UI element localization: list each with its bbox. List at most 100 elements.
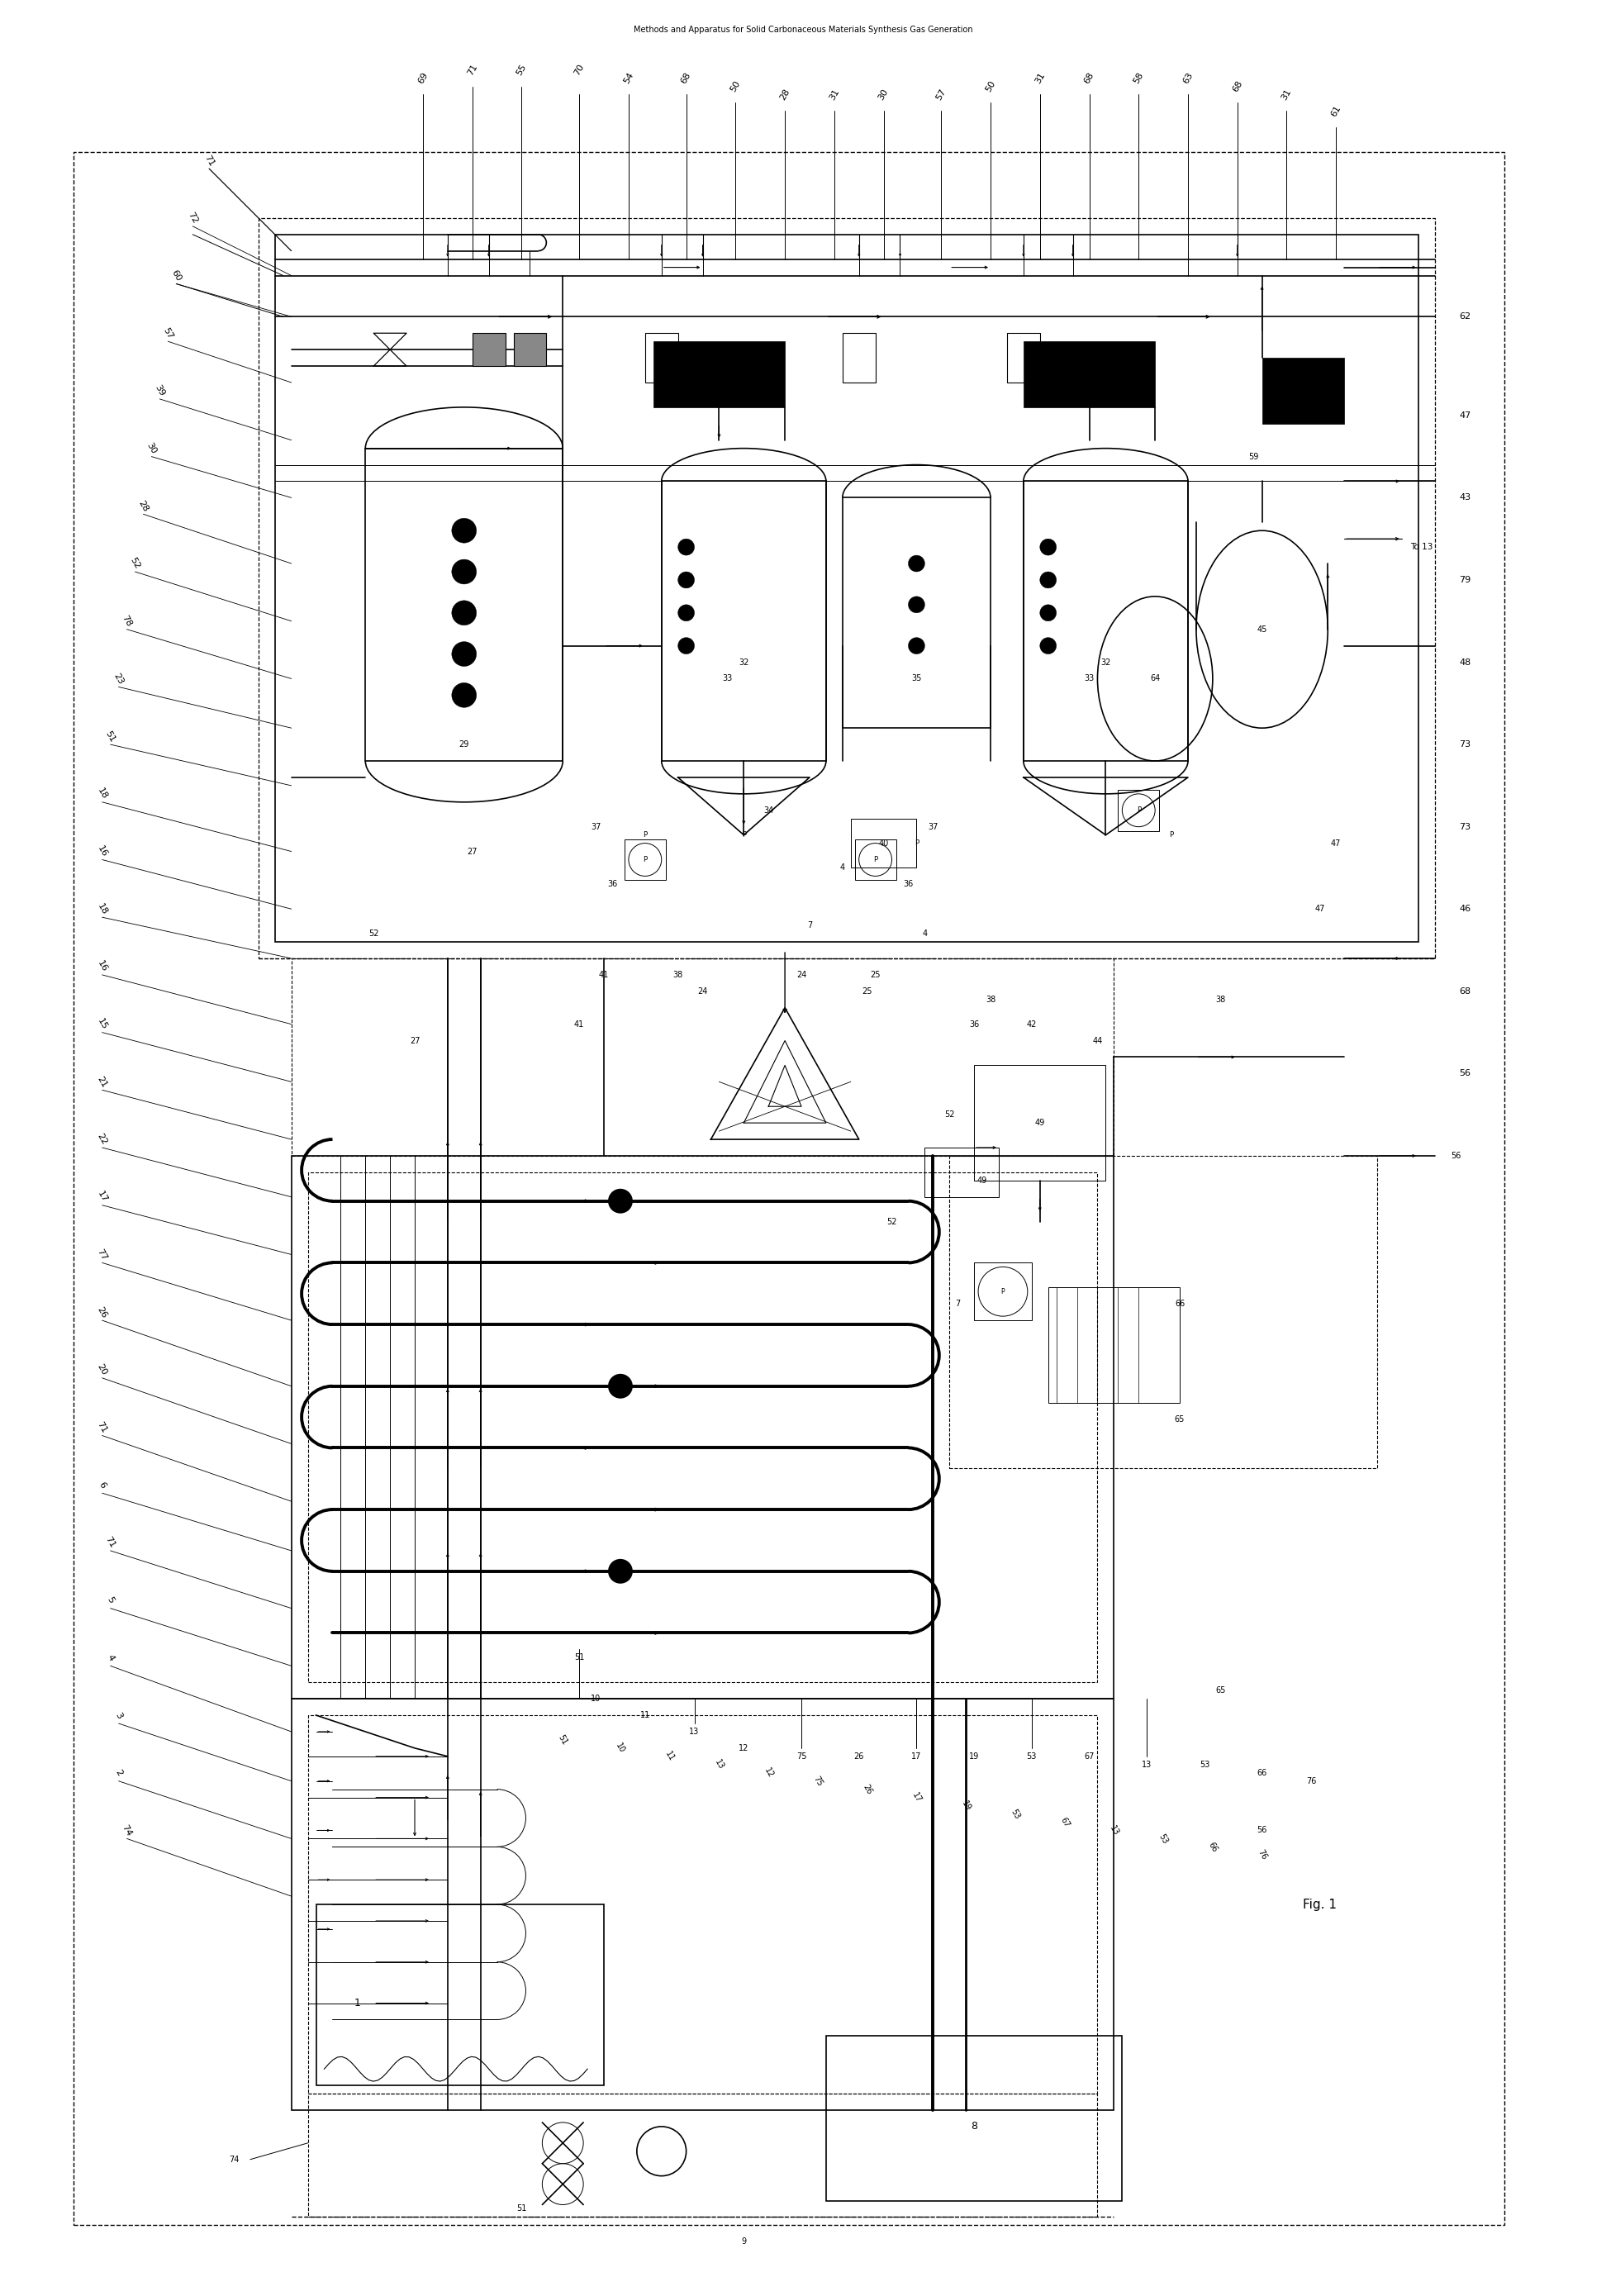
Text: 7: 7: [806, 921, 813, 930]
Text: 31: 31: [1033, 71, 1047, 85]
Text: 34: 34: [763, 806, 774, 815]
Text: 74: 74: [120, 1823, 133, 1837]
Text: P: P: [642, 831, 647, 838]
Text: 7: 7: [956, 1300, 960, 1309]
Text: 4: 4: [922, 930, 927, 937]
Text: P: P: [914, 840, 919, 847]
Text: 53: 53: [1200, 1761, 1209, 1768]
Text: 9: 9: [742, 2239, 747, 2245]
Text: 6: 6: [96, 1481, 108, 1490]
Bar: [1049, 1288, 1180, 1403]
Bar: [308, 2094, 1097, 2218]
Bar: [843, 333, 875, 383]
Text: 59: 59: [1249, 452, 1259, 461]
Text: 21: 21: [96, 1075, 109, 1088]
Text: 71: 71: [96, 1421, 109, 1435]
Ellipse shape: [1041, 604, 1057, 622]
Text: P: P: [742, 831, 745, 838]
Text: 54: 54: [622, 71, 634, 85]
Text: 32: 32: [739, 659, 748, 666]
Text: 31: 31: [1280, 87, 1293, 101]
Bar: [654, 342, 785, 406]
Text: 49: 49: [978, 1176, 988, 1185]
Text: 52: 52: [944, 1111, 954, 1118]
Text: 26: 26: [96, 1304, 109, 1320]
Text: 27: 27: [467, 847, 477, 856]
Text: 57: 57: [935, 87, 948, 101]
Text: 63: 63: [1182, 71, 1195, 85]
Text: 2: 2: [114, 1768, 124, 1777]
Ellipse shape: [909, 556, 925, 572]
Text: 3: 3: [114, 1711, 124, 1720]
Text: 65: 65: [1216, 1685, 1225, 1694]
Text: 52: 52: [128, 556, 141, 572]
Text: 24: 24: [697, 987, 708, 996]
Text: 53: 53: [1026, 1752, 1037, 1761]
Text: 16: 16: [96, 960, 109, 974]
Text: P: P: [874, 856, 877, 863]
Text: 72: 72: [186, 211, 199, 225]
Text: 56: 56: [1452, 1153, 1461, 1159]
Bar: [854, 838, 896, 879]
Text: 52: 52: [368, 930, 379, 937]
Text: 49: 49: [1034, 1118, 1046, 1127]
Bar: [259, 218, 1434, 957]
Text: 24: 24: [797, 971, 806, 978]
Text: 68: 68: [1460, 987, 1471, 996]
Text: 51: 51: [104, 730, 117, 744]
Text: 51: 51: [573, 1653, 585, 1662]
Text: 76: 76: [1256, 1848, 1269, 1862]
Ellipse shape: [678, 638, 694, 654]
Text: 19: 19: [968, 1752, 980, 1761]
Text: 37: 37: [591, 822, 601, 831]
Text: 68: 68: [1230, 80, 1243, 94]
Text: 31: 31: [827, 87, 840, 101]
Bar: [1023, 342, 1155, 406]
Text: 32: 32: [1100, 659, 1111, 666]
Bar: [514, 333, 546, 365]
Bar: [825, 2037, 1123, 2200]
Ellipse shape: [609, 1559, 633, 1584]
Text: 77: 77: [96, 1247, 109, 1263]
Bar: [949, 1155, 1378, 1469]
Text: 29: 29: [459, 739, 469, 748]
Bar: [646, 333, 678, 383]
Text: 67: 67: [1058, 1816, 1071, 1828]
Text: 38: 38: [986, 996, 996, 1003]
Text: 75: 75: [797, 1752, 806, 1761]
Text: 25: 25: [870, 971, 880, 978]
Text: 23: 23: [112, 670, 125, 687]
Text: 46: 46: [1460, 905, 1471, 914]
Ellipse shape: [909, 597, 925, 613]
Text: 26: 26: [854, 1752, 864, 1761]
Text: 71: 71: [466, 62, 479, 78]
Text: P: P: [642, 856, 647, 863]
Text: 71: 71: [104, 1536, 117, 1550]
Text: 58: 58: [1132, 71, 1145, 85]
Text: 73: 73: [1460, 739, 1471, 748]
Text: 39: 39: [153, 383, 167, 397]
Bar: [662, 482, 825, 760]
Text: 68: 68: [1082, 71, 1095, 85]
Ellipse shape: [909, 638, 925, 654]
Bar: [366, 448, 562, 760]
Text: 1: 1: [353, 1998, 360, 2009]
Bar: [1262, 358, 1344, 425]
Text: 64: 64: [1150, 675, 1160, 682]
Bar: [1118, 790, 1160, 831]
Text: 55: 55: [516, 62, 528, 78]
Text: P: P: [1001, 1288, 1005, 1295]
Text: 47: 47: [1314, 905, 1325, 914]
Text: 47: 47: [1331, 838, 1341, 847]
Text: 71: 71: [202, 154, 215, 168]
Text: 17: 17: [912, 1752, 922, 1761]
Text: 30: 30: [877, 87, 890, 101]
Bar: [843, 498, 991, 728]
Text: 10: 10: [613, 1743, 626, 1754]
Text: Fig. 1: Fig. 1: [1302, 1899, 1338, 1910]
Text: 47: 47: [1460, 411, 1471, 420]
Text: 67: 67: [1084, 1752, 1094, 1761]
Text: 60: 60: [170, 269, 183, 282]
Text: 40: 40: [878, 838, 888, 847]
Ellipse shape: [609, 1189, 633, 1212]
